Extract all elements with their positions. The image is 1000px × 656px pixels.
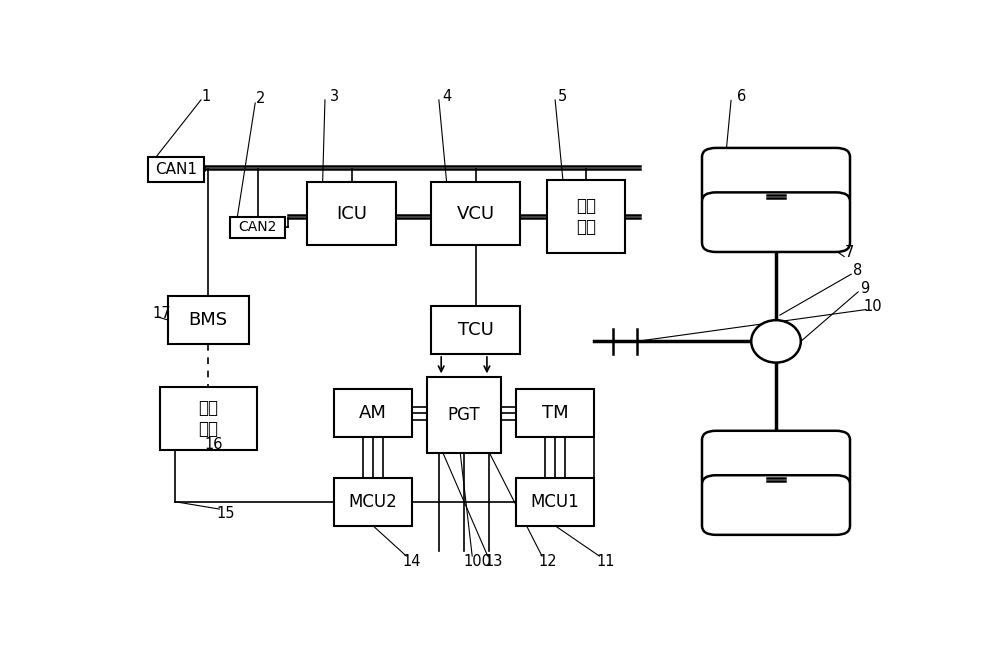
Text: 11: 11 (596, 554, 615, 569)
FancyBboxPatch shape (702, 475, 850, 535)
Bar (516, 390, 594, 438)
Text: 5: 5 (558, 89, 568, 104)
Text: 其它
模块: 其它 模块 (576, 197, 596, 236)
Text: CAN1: CAN1 (155, 162, 197, 177)
Bar (334, 478, 412, 525)
Text: VCU: VCU (457, 205, 495, 223)
Text: TCU: TCU (458, 321, 494, 339)
FancyBboxPatch shape (702, 148, 850, 207)
FancyBboxPatch shape (702, 192, 850, 252)
Bar (160, 387, 257, 450)
Text: ICU: ICU (336, 205, 367, 223)
Text: PGT: PGT (448, 405, 480, 424)
Bar (334, 390, 412, 438)
Text: 1: 1 (202, 89, 211, 104)
Ellipse shape (751, 320, 801, 363)
Text: 4: 4 (442, 89, 451, 104)
Text: 17: 17 (153, 306, 172, 321)
Text: 8: 8 (853, 263, 862, 278)
Bar (168, 296, 249, 344)
Bar (427, 377, 501, 453)
Text: 100: 100 (464, 554, 492, 569)
Text: 9: 9 (860, 281, 870, 296)
Text: MCU1: MCU1 (531, 493, 580, 511)
Text: MCU2: MCU2 (349, 493, 397, 511)
Bar (547, 180, 625, 253)
Bar (307, 182, 396, 245)
Text: 10: 10 (864, 298, 882, 314)
Text: 13: 13 (484, 554, 502, 569)
Text: 15: 15 (216, 506, 235, 521)
Bar (516, 478, 594, 525)
Text: 6: 6 (736, 89, 746, 104)
Bar (148, 157, 204, 182)
Bar (230, 216, 285, 238)
Text: 16: 16 (205, 438, 223, 453)
Text: BMS: BMS (189, 311, 228, 329)
Text: AM: AM (359, 404, 387, 422)
Text: 3: 3 (330, 89, 339, 104)
Text: 动力
电池: 动力 电池 (198, 399, 218, 438)
Text: 7: 7 (845, 245, 854, 260)
Text: TM: TM (542, 404, 568, 422)
Text: 2: 2 (256, 91, 265, 106)
Bar (431, 182, 520, 245)
Bar (431, 306, 520, 354)
Text: 14: 14 (402, 554, 421, 569)
Text: CAN2: CAN2 (238, 220, 277, 234)
Text: 12: 12 (538, 554, 557, 569)
FancyBboxPatch shape (702, 431, 850, 491)
